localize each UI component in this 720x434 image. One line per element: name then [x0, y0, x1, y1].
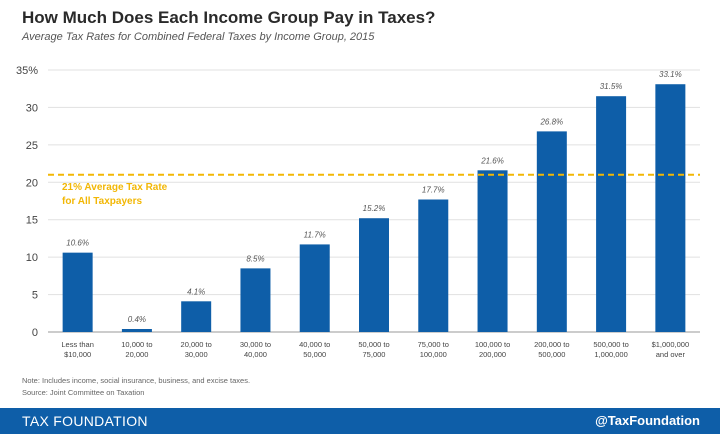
bar-7: [477, 170, 508, 332]
bar-2: [181, 301, 212, 332]
bar-9: [596, 96, 627, 332]
bar-value-label-8: 26.8%: [539, 117, 563, 126]
average-rate-label-0: 21% Average Tax Rate: [62, 182, 168, 193]
bar-chart: 0 5 10 15 20 25 30 35% 10.6% Less than$10,000 0.4%…: [16, 65, 700, 359]
x-tick-label-5-0: 50,000 to: [358, 340, 389, 349]
chart-subtitle: Average Tax Rates for Combined Federal T…: [22, 31, 375, 43]
bar-value-label-4: 11.7%: [304, 230, 326, 239]
x-tick-label-4-1: 50,000: [303, 350, 326, 359]
x-tick-label-8-0: 200,000 to: [534, 340, 569, 349]
bar-value-label-1: 0.4%: [128, 315, 146, 324]
bar-value-label-6: 17.7%: [422, 186, 445, 195]
bar-value-label-5: 15.2%: [363, 204, 386, 213]
x-tick-label-2-1: 30,000: [185, 350, 208, 359]
x-tick-label-3-0: 30,000 to: [240, 340, 271, 349]
x-tick-label-7-1: 200,000: [479, 350, 506, 359]
y-tick-label-10: 10: [26, 252, 38, 264]
bar-1: [121, 329, 152, 332]
y-tick-label-20: 20: [26, 177, 38, 189]
y-tick-label-15: 15: [26, 215, 38, 227]
x-tick-label-10-1: and over: [656, 350, 686, 359]
bar-3: [240, 268, 271, 332]
bar-value-label-3: 8.5%: [246, 254, 264, 263]
chart-source: Source: Joint Committee on Taxation: [22, 388, 145, 397]
x-tick-label-10-0: $1,000,000: [652, 340, 690, 349]
average-rate-label-1: for All Taxpayers: [62, 196, 142, 207]
x-tick-label-9-1: 1,000,000: [594, 350, 627, 359]
bar-value-label-9: 31.5%: [600, 82, 623, 91]
x-tick-label-0-0: Less than: [61, 340, 94, 349]
y-tick-label-25: 25: [26, 140, 38, 152]
y-tick-label-5: 5: [32, 290, 38, 302]
bar-6: [418, 199, 449, 332]
bar-8: [536, 131, 567, 332]
bar-10: [655, 84, 686, 332]
x-tick-label-7-0: 100,000 to: [475, 340, 510, 349]
bar-value-label-2: 4.1%: [187, 287, 205, 296]
bar-5: [359, 218, 389, 332]
x-tick-label-8-1: 500,000: [538, 350, 565, 359]
footer-bar: TAX FOUNDATION @TaxFoundation: [0, 408, 720, 434]
x-tick-label-5-1: 75,000: [363, 350, 386, 359]
x-tick-label-3-1: 40,000: [244, 350, 267, 359]
x-tick-label-2-0: 20,000 to: [181, 340, 212, 349]
y-tick-label-35: 35%: [16, 65, 38, 77]
x-tick-label-9-0: 500,000 to: [593, 340, 628, 349]
y-tick-label-0: 0: [32, 327, 38, 339]
x-tick-label-4-0: 40,000 to: [299, 340, 330, 349]
bar-4: [299, 244, 330, 332]
x-tick-label-1-0: 10,000 to: [121, 340, 152, 349]
x-tick-label-6-1: 100,000: [420, 350, 447, 359]
bar-0: [62, 252, 93, 332]
bar-value-label-0: 10.6%: [66, 239, 89, 248]
chart-title: How Much Does Each Income Group Pay in T…: [22, 8, 436, 27]
bar-value-label-10: 33.1%: [659, 70, 682, 79]
y-tick-label-30: 30: [26, 102, 38, 114]
bar-value-label-7: 21.6%: [480, 156, 504, 165]
x-tick-label-1-1: 20,000: [125, 350, 148, 359]
x-tick-label-6-0: 75,000 to: [418, 340, 449, 349]
x-tick-label-0-1: $10,000: [64, 350, 91, 359]
footer-brand: TAX FOUNDATION: [22, 413, 148, 429]
chart-note: Note: Includes income, social insurance,…: [22, 376, 251, 385]
footer-handle[interactable]: @TaxFoundation: [595, 413, 700, 428]
